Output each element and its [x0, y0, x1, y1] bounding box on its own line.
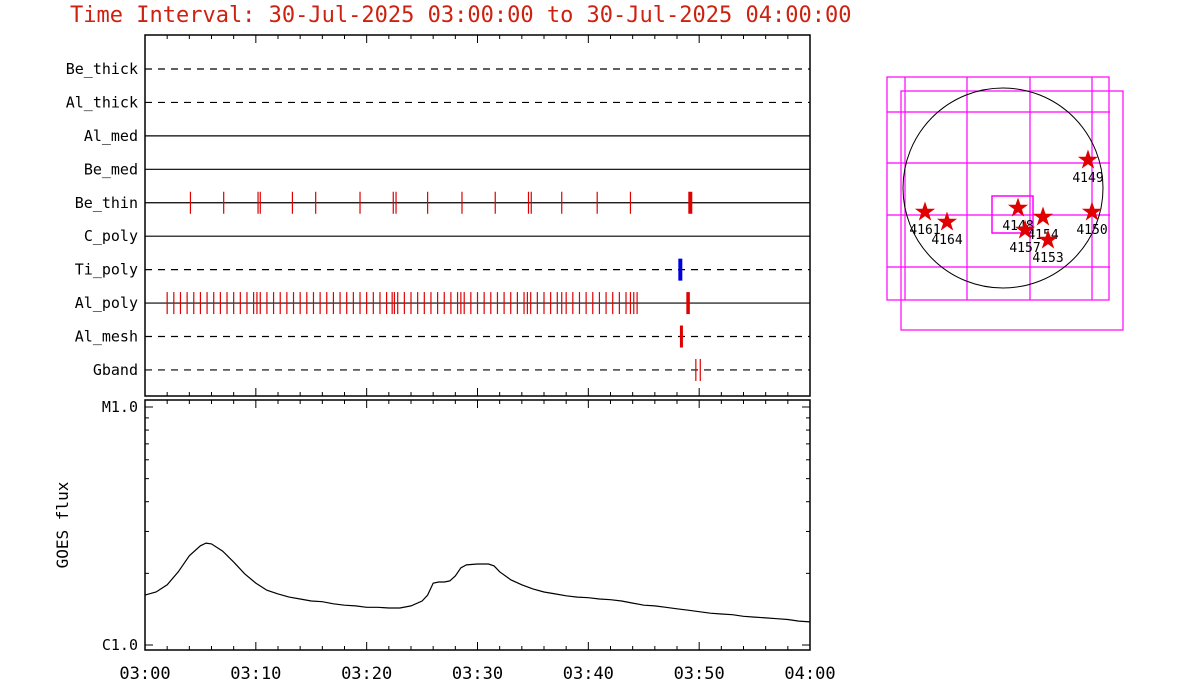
plot-title: Time Interval: 30-Jul-2025 03:00:00 to 3…: [70, 3, 852, 28]
active-region-star: [1007, 197, 1029, 217]
active-region-label: 4157: [1009, 241, 1040, 256]
channel-label-ti_poly: Ti_poly: [75, 261, 138, 279]
channel-label-al_mesh: Al_mesh: [75, 328, 138, 346]
x-tick-label: 03:00: [119, 664, 170, 684]
goes-ylabel: GOES flux: [53, 481, 72, 568]
channel-label-al_thick: Al_thick: [66, 93, 138, 111]
channel-label-al_poly: Al_poly: [75, 294, 138, 312]
active-region-star: [1081, 201, 1103, 221]
active-region-star: [914, 201, 936, 221]
active-region-star: [1014, 219, 1036, 239]
goes-frame: [144, 399, 811, 651]
active-region-label: 4153: [1032, 251, 1063, 266]
active-region-label: 4149: [1072, 171, 1103, 186]
channel-label-be_thick: Be_thick: [66, 60, 138, 78]
x-tick-label: 04:00: [784, 664, 835, 684]
active-region-star: [1032, 206, 1054, 226]
fov-box: [886, 76, 1110, 301]
active-region-label: 4150: [1076, 223, 1107, 238]
channel-label-al_med: Al_med: [84, 127, 138, 145]
channel-label-be_thin: Be_thin: [75, 194, 138, 212]
y-tick-label: M1.0: [102, 398, 138, 416]
channel-label-be_med: Be_med: [84, 160, 138, 178]
x-tick-label: 03:10: [230, 664, 281, 684]
active-region-label: 4161: [909, 223, 940, 238]
channel-label-gband: Gband: [93, 361, 138, 379]
x-tick-label: 03:20: [341, 664, 392, 684]
active-region-star: [1037, 229, 1059, 249]
timeline-frame: [144, 34, 811, 397]
x-tick-label: 03:50: [674, 664, 725, 684]
y-tick-label: C1.0: [102, 636, 138, 654]
active-region-star: [1077, 149, 1099, 169]
x-tick-label: 03:30: [452, 664, 503, 684]
fov-box: [900, 90, 1124, 331]
x-tick-label: 03:40: [563, 664, 614, 684]
active-region-label: 4164: [931, 233, 962, 248]
goes-curve: [144, 542, 811, 623]
active-region-star: [936, 211, 958, 231]
solar-disk: [902, 87, 1104, 289]
channel-label-c_poly: C_poly: [84, 227, 138, 245]
target-box: [991, 195, 1034, 234]
